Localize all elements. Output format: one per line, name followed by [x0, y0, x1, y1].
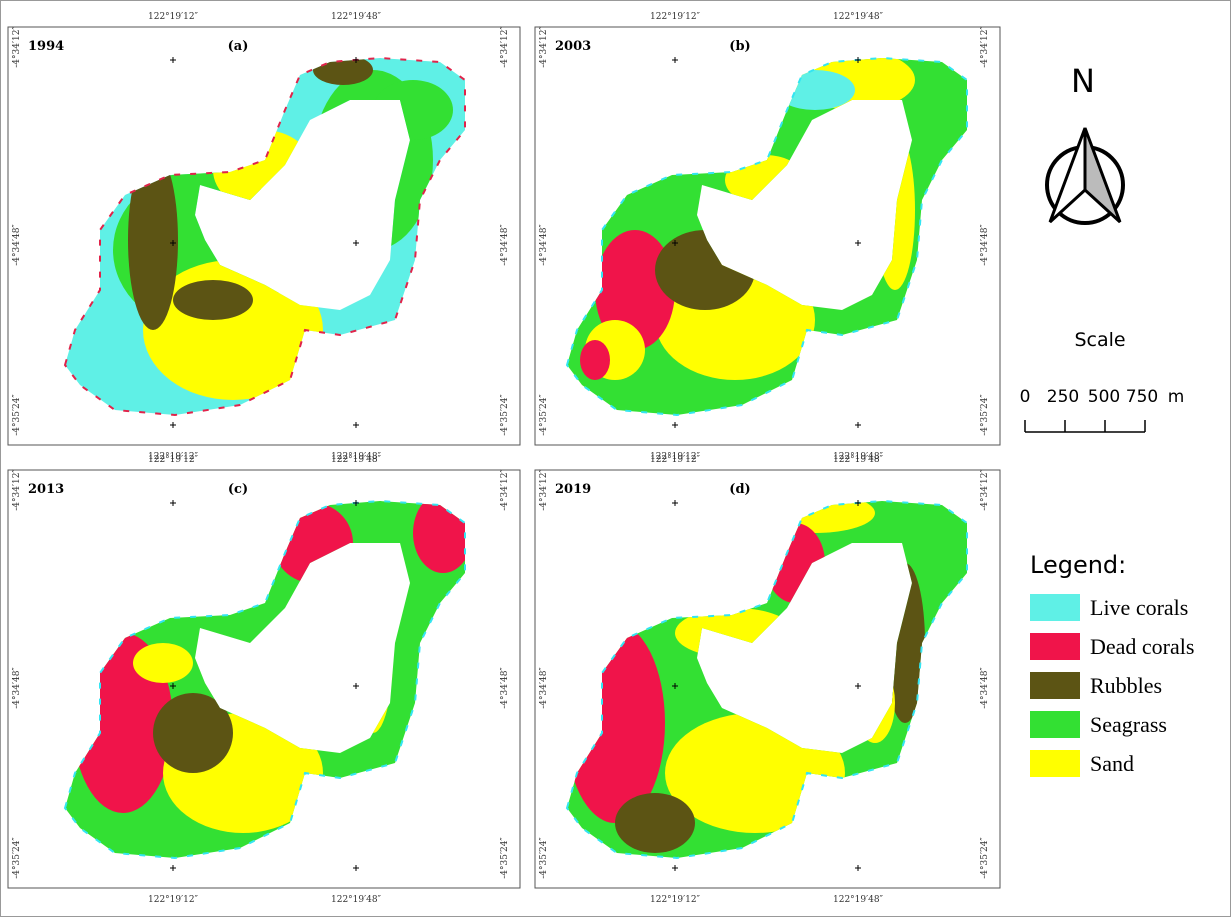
lat-label-left: -4°34′12″: [539, 26, 549, 68]
lon-label-bottom: 122°19′48″: [833, 895, 884, 905]
panel-label: (b): [729, 39, 750, 54]
lat-label-left: -4°35′24″: [539, 837, 549, 879]
scale-label: 250: [1047, 387, 1079, 407]
figure: N Scale Legend: Live corals Dead corals Ru…: [0, 0, 1231, 917]
lat-label-right: -4°34′48″: [980, 667, 990, 709]
scale-label: 750: [1126, 387, 1158, 407]
lat-label-left: -4°34′12″: [12, 469, 22, 511]
panel-year: 2019: [555, 482, 591, 497]
reef-patch: [580, 340, 610, 380]
lon-label-top: 122°19′48″: [833, 12, 884, 22]
lat-label-left: -4°34′48″: [12, 667, 22, 709]
legend-label: Sand: [1090, 751, 1134, 776]
panel-year: 2003: [555, 39, 591, 54]
reef-patch: [173, 280, 253, 320]
lon-label-top: 122°19′48″: [833, 455, 884, 465]
legend-swatch: [1030, 672, 1080, 699]
lon-label-bottom: 122°19′12″: [148, 895, 199, 905]
lat-label-left: -4°34′48″: [12, 224, 22, 266]
panel-label: (d): [729, 482, 750, 497]
lon-label-top: 122°19′12″: [650, 12, 701, 22]
north-label: N: [1071, 62, 1095, 100]
legend-label: Live corals: [1090, 595, 1188, 620]
reef-patch: [133, 643, 193, 683]
panel-label: (c): [228, 482, 248, 497]
lat-label-right: -4°35′24″: [500, 394, 510, 436]
lat-label-left: -4°34′12″: [12, 26, 22, 68]
map-panel: 2019 (d) 122°19′12″ 122°19′12″ 122°19′48″ 122…: [535, 455, 1000, 905]
lat-label-left: -4°35′24″: [12, 837, 22, 879]
legend-label: Dead corals: [1090, 634, 1194, 659]
legend-title: Legend:: [1030, 551, 1126, 579]
lat-label-right: -4°35′24″: [500, 837, 510, 879]
lat-label-right: -4°35′24″: [980, 837, 990, 879]
scale-label: 0: [1020, 387, 1031, 407]
lat-label-right: -4°34′48″: [500, 667, 510, 709]
lat-label-right: -4°34′12″: [500, 469, 510, 511]
scale-label: m: [1168, 387, 1185, 407]
lat-label-right: -4°34′48″: [500, 224, 510, 266]
scale-title: Scale: [1074, 329, 1125, 351]
lat-label-left: -4°34′48″: [539, 667, 549, 709]
map-panel: 1994 (a) 122°19′12″ 122°19′12″ 122°19′48″ 122…: [8, 12, 520, 462]
legend-swatch: [1030, 750, 1080, 777]
lat-label-left: -4°34′12″: [539, 469, 549, 511]
legend-label: Rubbles: [1090, 673, 1162, 698]
lon-label-top: 122°19′12″: [148, 455, 199, 465]
lat-label-right: -4°34′12″: [980, 469, 990, 511]
panel-label: (a): [228, 39, 249, 54]
lat-label-left: -4°34′48″: [539, 224, 549, 266]
lon-label-top: 122°19′12″: [148, 12, 199, 22]
lon-label-bottom: 122°19′12″: [650, 895, 701, 905]
lat-label-left: -4°35′24″: [12, 394, 22, 436]
map-panel: 2003 (b) 122°19′12″ 122°19′12″ 122°19′48″ 122…: [535, 12, 1000, 462]
lon-label-top: 122°19′48″: [331, 455, 382, 465]
reef-patch: [615, 793, 695, 853]
legend-swatch: [1030, 594, 1080, 621]
panel-year: 2013: [28, 482, 64, 497]
scale-label: 500: [1088, 387, 1120, 407]
lon-label-top: 122°19′12″: [650, 455, 701, 465]
map-panel: 2013 (c) 122°19′12″ 122°19′12″ 122°19′48″ 122…: [8, 455, 520, 905]
lat-label-right: -4°35′24″: [980, 394, 990, 436]
panel-year: 1994: [28, 39, 64, 54]
lat-label-right: -4°34′48″: [980, 224, 990, 266]
legend-label: Seagrass: [1090, 712, 1167, 737]
lat-label-right: -4°34′12″: [500, 26, 510, 68]
lat-label-right: -4°34′12″: [980, 26, 990, 68]
lat-label-left: -4°35′24″: [539, 394, 549, 436]
legend-swatch: [1030, 633, 1080, 660]
legend-swatch: [1030, 711, 1080, 738]
lon-label-bottom: 122°19′48″: [331, 895, 382, 905]
lon-label-top: 122°19′48″: [331, 12, 382, 22]
